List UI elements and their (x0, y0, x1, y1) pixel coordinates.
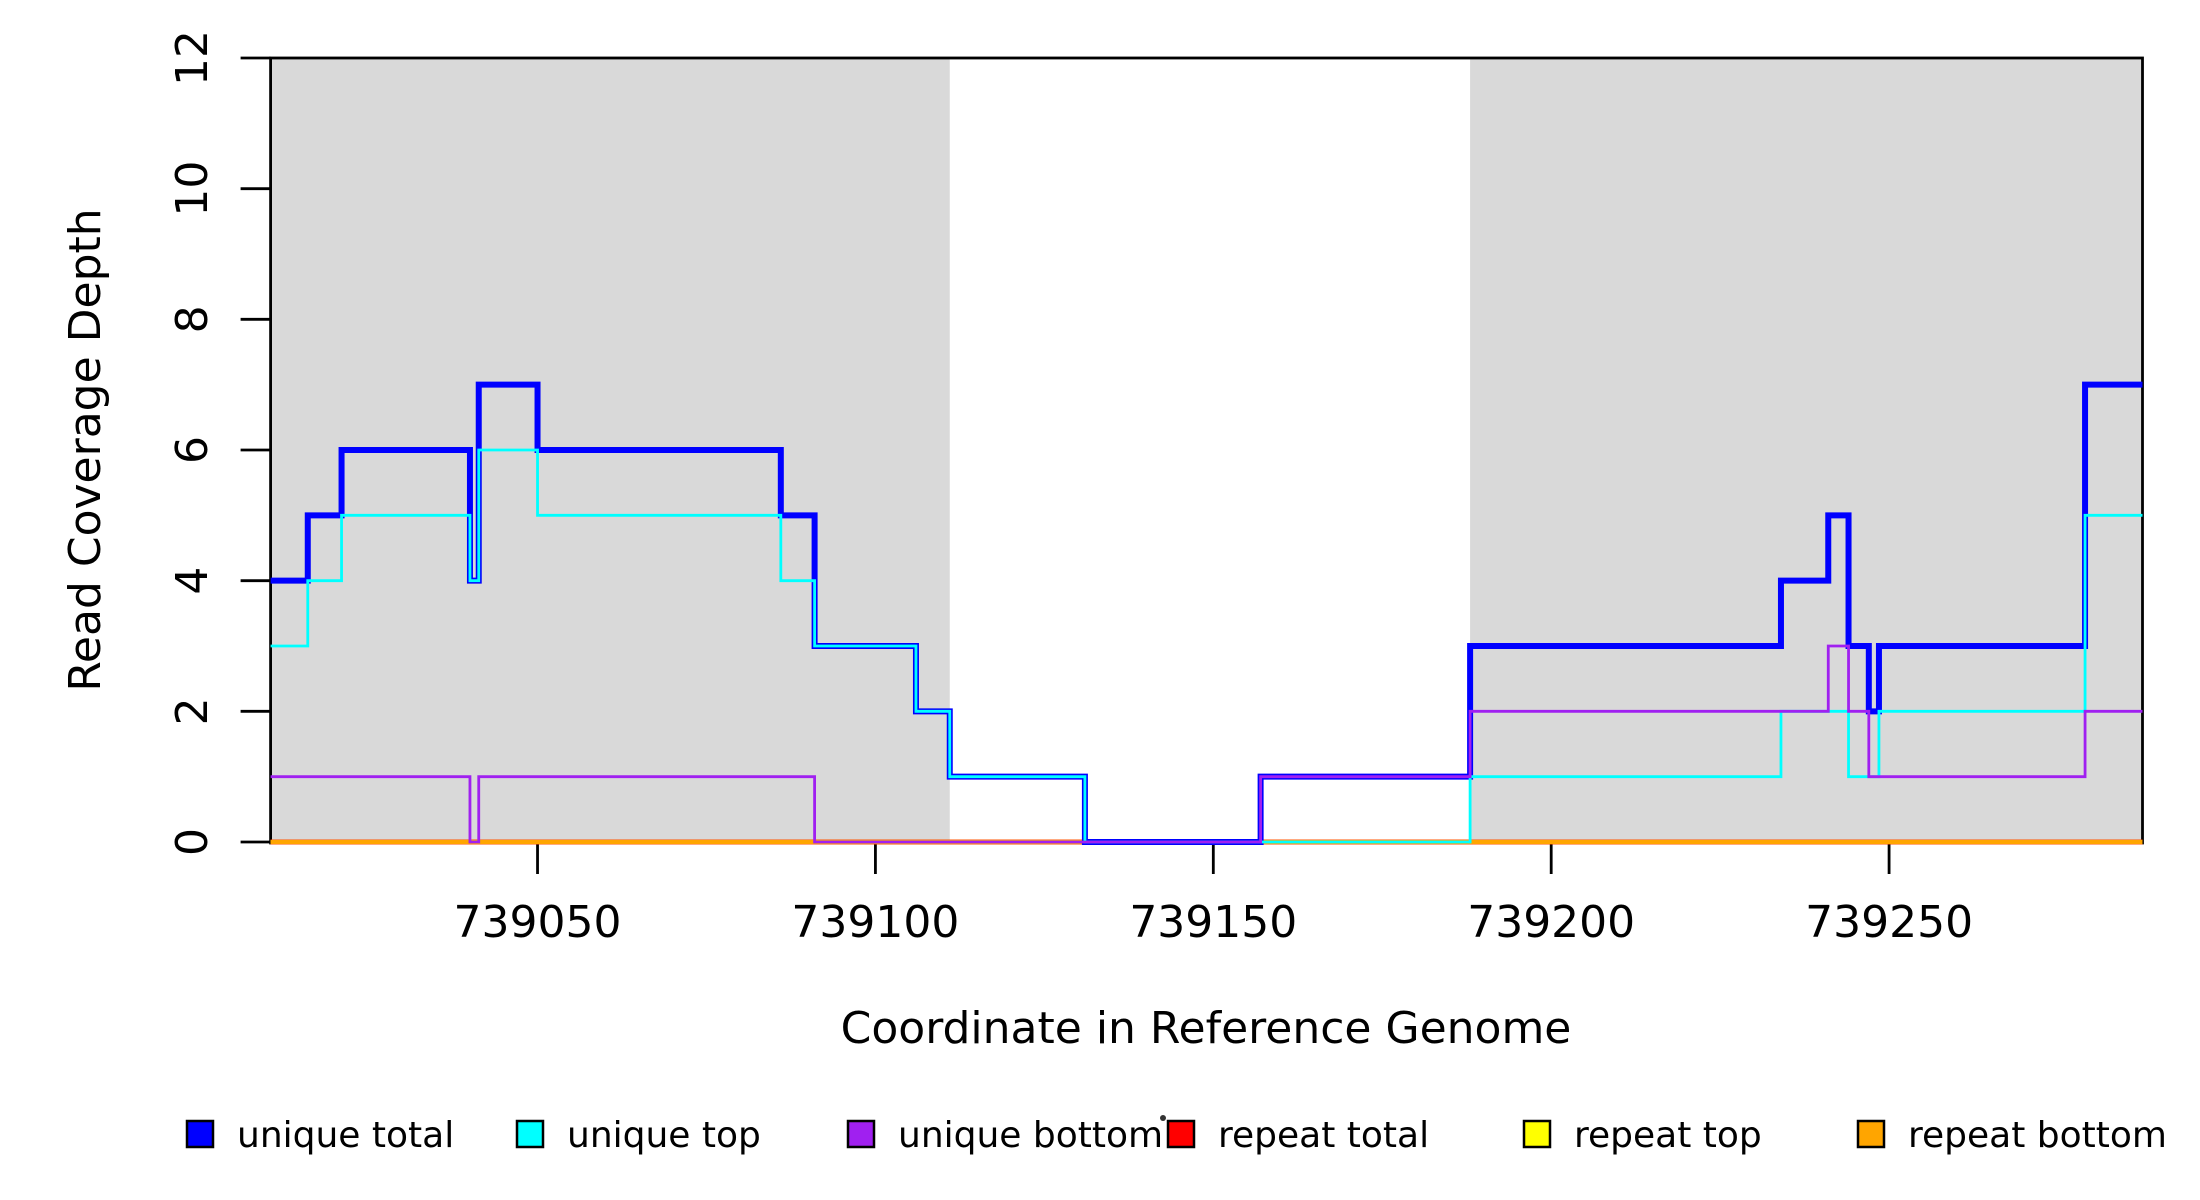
legend-swatch-repeat-total (1166, 1119, 1196, 1149)
y-axis-title: Read Coverage Depth (60, 208, 111, 691)
legend-label: unique total (237, 1115, 454, 1156)
y-tick-label: 6 (167, 436, 218, 464)
series-unique-top (270, 448, 2143, 844)
x-tick-label: 739200 (1467, 897, 1635, 948)
legend-item-unique-total: unique total (185, 1115, 454, 1156)
x-tick-label: 739150 (1129, 897, 1297, 948)
legend-swatch-unique-bottom (846, 1119, 876, 1149)
series-unique-bottom (270, 644, 2143, 844)
x-tick-label: 739050 (454, 897, 622, 948)
y-tick-label: 4 (167, 567, 218, 595)
series-lines (270, 381, 2143, 845)
legend-swatch-unique-top (515, 1119, 545, 1149)
shaded-region (1470, 58, 2143, 842)
legend: unique total unique top unique bottom repea… (185, 1115, 2167, 1156)
legend-swatch-repeat-bottom (1856, 1119, 1886, 1149)
legend-label: repeat total (1218, 1115, 1429, 1156)
axis-titles: Coordinate in Reference Genome Read Cove… (60, 208, 1571, 1054)
x-tick-label: 739250 (1805, 897, 1973, 948)
y-axis: 0 2 4 6 8 10 12 (167, 30, 271, 856)
x-axis-title: Coordinate in Reference Genome (841, 1003, 1572, 1054)
legend-item-repeat-bottom: repeat bottom (1856, 1115, 2167, 1156)
legend-item-repeat-top: repeat top (1522, 1115, 1762, 1156)
y-tick-label: 2 (167, 697, 218, 725)
y-tick-label: 10 (167, 161, 218, 217)
legend-swatch-repeat-top (1522, 1119, 1552, 1149)
legend-label: repeat bottom (1908, 1115, 2167, 1156)
y-tick-label: 12 (167, 30, 218, 86)
y-tick-label: 8 (167, 305, 218, 333)
legend-item-unique-bottom: unique bottom (846, 1115, 1163, 1156)
legend-item-unique-top: unique top (515, 1115, 761, 1156)
legend-swatch-unique-total (185, 1119, 215, 1149)
x-axis: 739050 739100 739150 739200 739250 (454, 843, 1973, 948)
stray-mark-icon (1160, 1115, 1166, 1121)
legend-label: unique top (567, 1115, 761, 1156)
legend-label: repeat top (1574, 1115, 1762, 1156)
y-tick-label: 0 (167, 828, 218, 856)
shaded-regions (270, 58, 2143, 842)
legend-item-repeat-total: repeat total (1166, 1115, 1429, 1156)
x-tick-label: 739100 (791, 897, 959, 948)
legend-label: unique bottom (898, 1115, 1163, 1156)
